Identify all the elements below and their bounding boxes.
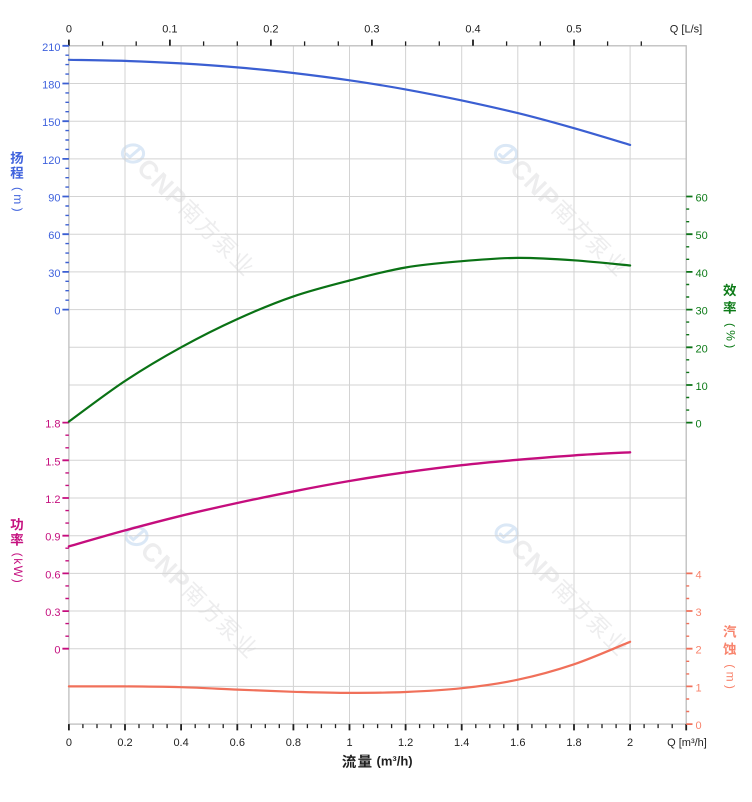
svg-text:180: 180: [42, 80, 60, 92]
svg-text:0: 0: [696, 419, 702, 431]
svg-text:30: 30: [696, 306, 708, 318]
svg-text:0.9: 0.9: [45, 532, 60, 544]
svg-text:(%): (%): [724, 323, 738, 352]
svg-text:120: 120: [42, 155, 60, 167]
svg-text:0.1: 0.1: [162, 24, 177, 36]
svg-text:0.4: 0.4: [173, 737, 188, 749]
svg-text:30: 30: [48, 268, 60, 280]
svg-text:1.2: 1.2: [45, 494, 60, 506]
svg-text:0.2: 0.2: [117, 737, 132, 749]
svg-text:1.6: 1.6: [510, 737, 525, 749]
svg-text:0: 0: [54, 306, 60, 318]
svg-text:Q [L/s]: Q [L/s]: [670, 24, 702, 36]
svg-text:4: 4: [696, 569, 702, 581]
svg-text:0.6: 0.6: [45, 569, 60, 581]
svg-text:150: 150: [42, 117, 60, 129]
svg-text:20: 20: [696, 343, 708, 355]
svg-text:0.8: 0.8: [286, 737, 301, 749]
svg-text:50: 50: [696, 230, 708, 242]
svg-text:0: 0: [54, 645, 60, 657]
svg-text:210: 210: [42, 42, 60, 54]
svg-text:1.5: 1.5: [45, 456, 60, 468]
svg-text:0.3: 0.3: [45, 607, 60, 619]
svg-text:(m): (m): [11, 187, 25, 215]
svg-text:3: 3: [696, 607, 702, 619]
svg-text:0: 0: [696, 720, 702, 732]
svg-text:2: 2: [627, 737, 633, 749]
svg-text:0.5: 0.5: [566, 24, 581, 36]
svg-text:0: 0: [66, 737, 72, 749]
svg-text:1.4: 1.4: [454, 737, 469, 749]
svg-text:60: 60: [696, 193, 708, 205]
svg-text:0.3: 0.3: [364, 24, 379, 36]
svg-text:40: 40: [696, 268, 708, 280]
svg-text:60: 60: [48, 230, 60, 242]
svg-text:1: 1: [346, 737, 352, 749]
svg-text:0.6: 0.6: [230, 737, 245, 749]
svg-text:Q [m³/h]: Q [m³/h]: [667, 737, 707, 749]
svg-text:1.2: 1.2: [398, 737, 413, 749]
svg-text:10: 10: [696, 381, 708, 393]
svg-text:0.4: 0.4: [465, 24, 480, 36]
svg-text:(kW): (kW): [11, 553, 25, 585]
svg-text:(m): (m): [724, 664, 738, 692]
svg-text:1.8: 1.8: [45, 419, 60, 431]
svg-text:1.8: 1.8: [566, 737, 581, 749]
svg-text:2: 2: [696, 645, 702, 657]
svg-text:1: 1: [696, 682, 702, 694]
svg-text:0.2: 0.2: [263, 24, 278, 36]
svg-text:90: 90: [48, 193, 60, 205]
svg-text:0: 0: [66, 24, 72, 36]
svg-text:(m³/h): (m³/h): [377, 753, 413, 768]
